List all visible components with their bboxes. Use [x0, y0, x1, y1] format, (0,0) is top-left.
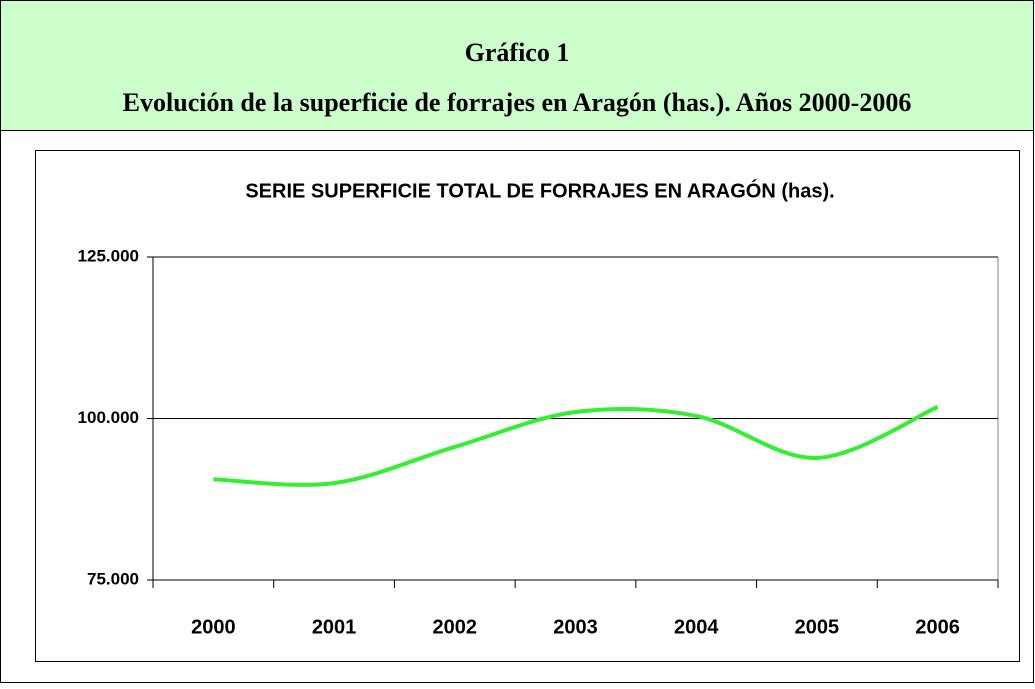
x-tick-label: 2000	[191, 616, 236, 638]
x-tick-label: 2001	[312, 616, 357, 638]
x-tick-label: 2006	[915, 616, 960, 638]
plot: 75.000 100.000 125.000 2000 2001 2002 2003 2004…	[78, 246, 999, 638]
series-line	[213, 405, 939, 487]
y-tick-label: 125.000	[78, 246, 139, 265]
y-tick-label: 100.000	[78, 408, 139, 427]
x-tick-label: 2004	[674, 616, 719, 638]
header-title: Gráfico 1	[465, 38, 570, 67]
chart-frame	[35, 150, 1020, 662]
header-subtitle: Evolución de la superficie de forrajes e…	[123, 88, 912, 117]
header-band	[0, 0, 1034, 131]
x-tick-label: 2002	[433, 616, 478, 638]
x-tick-label: 2005	[795, 616, 840, 638]
chart-title: SERIE SUPERFICIE TOTAL DE FORRAJES EN AR…	[245, 178, 834, 202]
y-tick-label: 75.000	[87, 569, 139, 588]
x-tick-label: 2003	[553, 616, 598, 638]
